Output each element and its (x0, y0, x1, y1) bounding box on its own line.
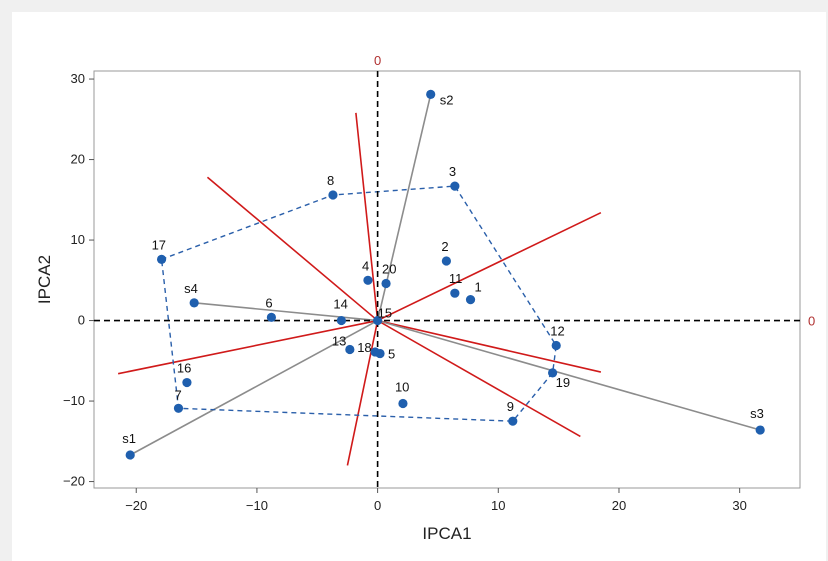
environment-label-s4: s4 (184, 281, 198, 296)
environment-label-s1: s1 (122, 431, 136, 446)
genotype-point-7 (173, 403, 184, 413)
x-tick-label: −20 (125, 498, 147, 513)
genotype-label-6: 6 (265, 295, 272, 310)
genotype-label-1: 1 (475, 280, 482, 295)
genotype-label-9: 9 (507, 399, 514, 414)
red-ray-line (377, 211, 602, 322)
genotype-point-3 (450, 181, 460, 191)
genotype-point-1 (465, 295, 476, 305)
genotype-label-2: 2 (441, 239, 448, 254)
genotype-label-8: 8 (327, 173, 334, 188)
y-tick-label: −10 (63, 393, 85, 408)
y-tick-label: 0 (78, 313, 85, 328)
environment-point-s4 (189, 298, 199, 308)
x-tick-label: 10 (491, 498, 505, 513)
genotype-label-17: 17 (152, 237, 166, 252)
environment-vector-s1 (129, 319, 378, 456)
y-tick-label: 20 (71, 152, 85, 167)
genotype-label-5: 5 (388, 347, 395, 362)
genotype-point-18 (370, 347, 380, 357)
red-ray-line (346, 320, 379, 466)
convex-hull-polygon (160, 185, 557, 422)
genotype-label-15: 15 (378, 306, 392, 321)
genotype-point-15 (373, 315, 383, 326)
genotype-point-8 (328, 190, 338, 200)
environment-vector-s3 (377, 319, 761, 431)
y-tick-label: 30 (71, 71, 85, 86)
genotype-label-13: 13 (332, 334, 346, 349)
genotype-point-16 (182, 377, 192, 388)
y-tick-label: −20 (63, 474, 85, 489)
genotype-point-19 (547, 368, 558, 378)
plot-area-frame (93, 70, 801, 489)
x-tick-label: 30 (732, 498, 746, 513)
genotype-label-18: 18 (357, 340, 371, 355)
environment-label-s2: s2 (440, 92, 454, 107)
environment-vector-s4 (194, 302, 378, 322)
y-tick-label: 10 (71, 232, 85, 247)
genotype-point-17 (156, 254, 167, 264)
genotype-point-6 (266, 312, 277, 322)
red-ray-line (377, 319, 581, 438)
red-ray-line (377, 319, 602, 373)
genotype-label-10: 10 (395, 379, 409, 394)
genotype-label-19: 19 (556, 375, 570, 390)
x-tick-label: 20 (612, 498, 626, 513)
x-tick-label: 0 (374, 498, 381, 513)
x-axis-title: IPCA1 (422, 524, 471, 543)
genotype-point-11 (450, 288, 460, 298)
genotype-point-4 (363, 275, 373, 285)
genotype-point-12 (551, 340, 561, 351)
genotype-label-11: 11 (449, 271, 463, 286)
genotype-point-9 (508, 416, 518, 426)
red-ray-line (206, 176, 379, 322)
environment-point-s1 (125, 450, 135, 460)
genotype-point-2 (441, 256, 451, 266)
genotype-label-14: 14 (333, 297, 347, 312)
genotype-label-3: 3 (449, 164, 456, 179)
horizontal-zero-label: 0 (808, 314, 815, 329)
red-ray-line (117, 319, 378, 375)
genotype-point-13 (345, 344, 355, 355)
genotype-label-4: 4 (362, 258, 369, 273)
genotype-point-14 (336, 315, 347, 326)
x-tick-label: −10 (246, 498, 268, 513)
genotype-label-20: 20 (382, 262, 396, 277)
environment-label-s3: s3 (750, 406, 764, 421)
genotype-label-7: 7 (174, 387, 181, 402)
environment-point-s2 (426, 89, 436, 99)
genotype-point-10 (398, 398, 408, 409)
environment-point-s3 (755, 425, 765, 435)
genotype-label-16: 16 (177, 361, 191, 376)
y-axis-title: IPCA2 (35, 255, 54, 304)
vertical-zero-label: 0 (374, 53, 381, 68)
genotype-point-20 (381, 278, 391, 289)
genotype-label-12: 12 (550, 324, 564, 339)
red-ray-line (355, 112, 379, 321)
